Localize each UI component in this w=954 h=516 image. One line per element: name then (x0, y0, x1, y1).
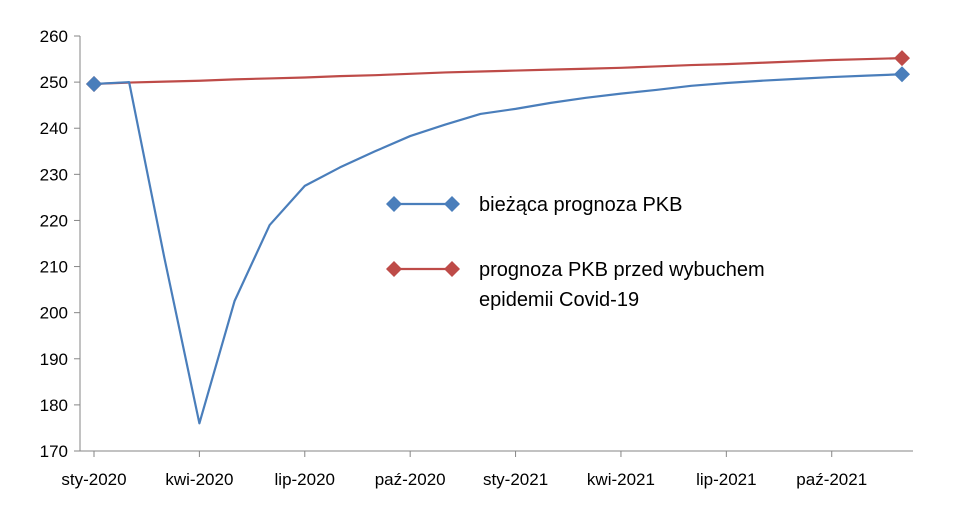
y-tick-label: 250 (40, 73, 68, 92)
y-tick-label: 260 (40, 27, 68, 46)
legend-marker (386, 261, 402, 277)
data-point-marker (893, 50, 910, 67)
y-tick-label: 210 (40, 258, 68, 277)
legend-marker (444, 196, 460, 212)
x-tick-label: sty-2021 (483, 470, 548, 489)
x-tick-label: kwi-2020 (165, 470, 233, 489)
y-tick-label: 180 (40, 396, 68, 415)
x-tick-label: paź-2021 (796, 470, 867, 489)
legend-item-1: prognoza PKB przed wybuchem epidemii Covi… (386, 259, 765, 311)
y-tick-label: 170 (40, 442, 68, 461)
series-0 (86, 66, 910, 425)
y-tick-label: 230 (40, 165, 68, 184)
legend-item-0: bieżąca prognoza PKB (386, 194, 682, 216)
legend-label: epidemii Covid-19 (479, 289, 639, 311)
legend-label: prognoza PKB przed wybuchem (479, 259, 765, 281)
x-tick-label: kwi-2021 (587, 470, 655, 489)
x-tick-label: lip-2020 (275, 470, 336, 489)
legend-label: bieżąca prognoza PKB (479, 194, 682, 216)
y-tick-label: 200 (40, 304, 68, 323)
y-tick-label: 240 (40, 119, 68, 138)
y-tick-label: 220 (40, 211, 68, 230)
series-line (93, 57, 903, 86)
series-line (93, 73, 903, 425)
data-point-marker (86, 75, 102, 92)
chart-ticks: 170 180 190 200 210 220 230 240 250 260 sty-2020 kw… (40, 27, 868, 489)
x-tick-label: lip-2021 (696, 470, 757, 489)
series-1 (86, 50, 910, 92)
chart-axes (79, 36, 913, 452)
legend-marker (444, 261, 460, 277)
chart-legend: bieżąca prognoza PKB prognoza PKB przed w… (386, 194, 765, 311)
legend-marker (386, 196, 402, 212)
y-tick-label: 190 (40, 350, 68, 369)
x-tick-label: sty-2020 (61, 470, 126, 489)
data-point-marker (893, 66, 910, 83)
chart-series (86, 50, 910, 425)
x-tick-label: paź-2020 (375, 470, 446, 489)
